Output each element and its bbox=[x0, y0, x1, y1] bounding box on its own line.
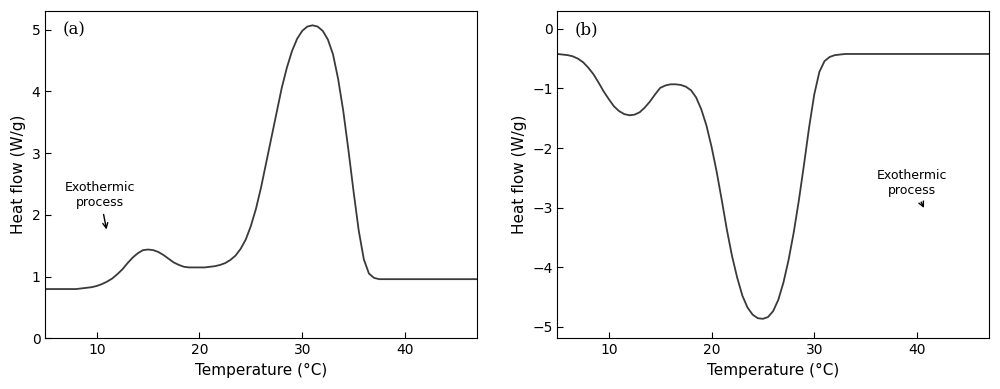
X-axis label: Temperature (°C): Temperature (°C) bbox=[707, 363, 839, 378]
X-axis label: Temperature (°C): Temperature (°C) bbox=[195, 363, 327, 378]
Text: Exothermic
process: Exothermic process bbox=[877, 169, 947, 207]
Text: Exothermic
process: Exothermic process bbox=[65, 181, 135, 228]
Y-axis label: Heat flow (W/g): Heat flow (W/g) bbox=[512, 115, 527, 235]
Text: (b): (b) bbox=[575, 21, 598, 38]
Y-axis label: Heat flow (W/g): Heat flow (W/g) bbox=[11, 115, 26, 235]
Text: (a): (a) bbox=[63, 21, 86, 38]
